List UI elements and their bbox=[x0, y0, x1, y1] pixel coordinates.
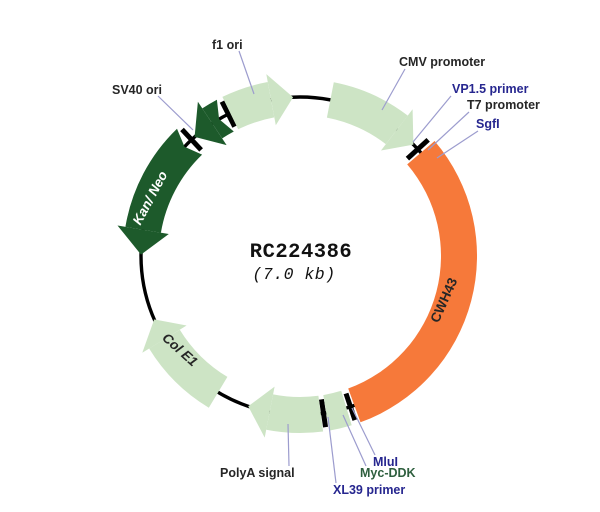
label-sgfi-site: SgfI bbox=[476, 117, 500, 131]
label-polya-signal: PolyA signal bbox=[220, 466, 295, 480]
site-tick bbox=[343, 392, 358, 421]
leader-t7-promoter bbox=[427, 111, 470, 151]
feature-arrowhead bbox=[142, 319, 187, 353]
label-f1-ori: f1 ori bbox=[212, 38, 243, 52]
site-tick bbox=[219, 100, 237, 128]
leader-sv40-ori bbox=[157, 95, 194, 131]
leader-mlui-site bbox=[351, 407, 376, 456]
feature-polya-signal bbox=[248, 386, 324, 438]
leader-vp15-primer bbox=[412, 95, 452, 143]
feature-sv40-ori bbox=[194, 99, 234, 146]
leader-cmv-promoter bbox=[381, 68, 406, 111]
label-myc-ddk: Myc-DDK bbox=[360, 466, 416, 480]
feature-band bbox=[348, 141, 478, 423]
feature-myc-ddk-tag bbox=[323, 390, 352, 431]
feature-arrowhead bbox=[266, 74, 294, 126]
feature-col-e1 bbox=[142, 319, 228, 408]
site-tick bbox=[405, 137, 430, 161]
label-mlui-site: MluI bbox=[373, 455, 398, 469]
feature-arrowhead bbox=[117, 225, 169, 255]
feature-kan-neo bbox=[117, 128, 203, 255]
label-vp15-primer: VP1.5 primer bbox=[452, 82, 529, 96]
label-cmv-promoter: CMV promoter bbox=[399, 55, 485, 69]
plasmid-size: (7.0 kb) bbox=[252, 265, 335, 284]
leader-xl39-primer bbox=[327, 416, 337, 484]
site-tick bbox=[180, 127, 203, 152]
feature-cwh43-gene bbox=[348, 141, 478, 423]
feature-body bbox=[202, 99, 234, 139]
feature-body bbox=[266, 394, 324, 433]
leader-myc-ddk bbox=[342, 414, 367, 467]
plasmid-title: RC224386 bbox=[250, 241, 352, 264]
label-xl39-primer: XL39 primer bbox=[333, 483, 405, 497]
label-sv40-ori: SV40 ori bbox=[112, 83, 162, 97]
feature-body bbox=[326, 82, 408, 145]
leader-sgfi-site bbox=[436, 130, 479, 159]
plasmid-diagram: f1 ori SV40 ori CMV promoter VP1.5 primer T7… bbox=[112, 38, 540, 497]
feature-f1-ori bbox=[222, 74, 294, 130]
feature-band bbox=[323, 390, 352, 431]
feature-arrowhead bbox=[248, 386, 275, 438]
leader-f1-ori bbox=[238, 50, 255, 95]
feature-body bbox=[149, 329, 228, 408]
feature-body bbox=[222, 82, 275, 130]
feature-arrowhead bbox=[381, 109, 414, 151]
label-t7-promoter: T7 promoter bbox=[467, 98, 540, 112]
feature-arrowhead bbox=[194, 101, 227, 146]
feature-cmv-promoter bbox=[326, 82, 414, 151]
leader-polya-signal bbox=[287, 423, 290, 467]
site-tick bbox=[318, 399, 329, 428]
feature-body bbox=[125, 128, 203, 233]
